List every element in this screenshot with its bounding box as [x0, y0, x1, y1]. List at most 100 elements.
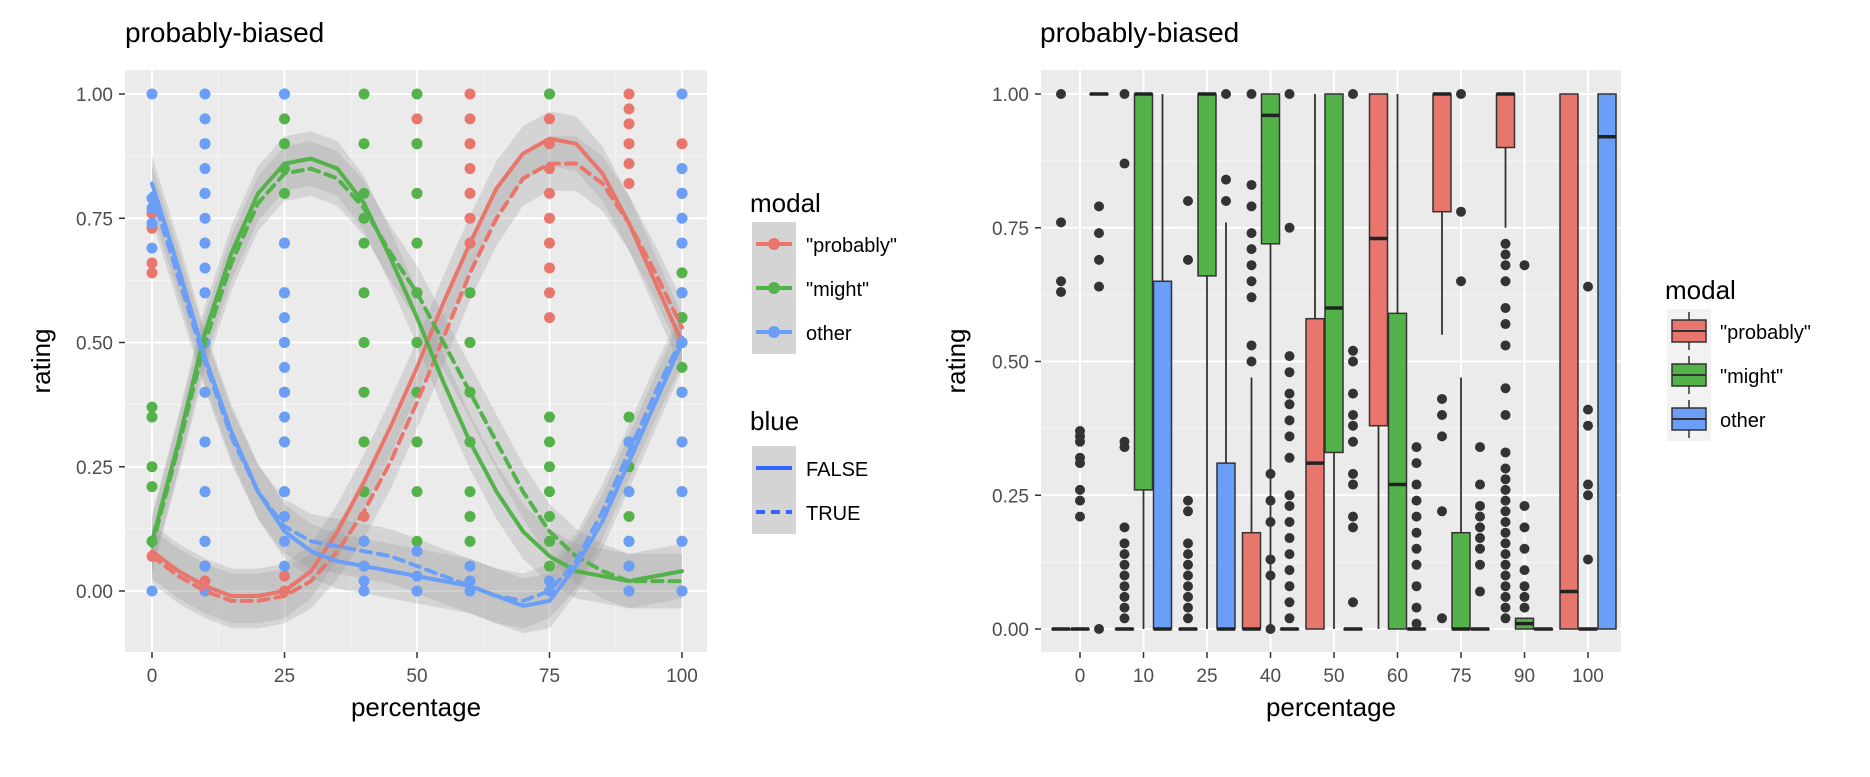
box-other-100: [1597, 93, 1617, 630]
outlier-might-0: [1075, 511, 1085, 522]
outlier-other-40: [1284, 431, 1295, 442]
legend-label-other: other: [1720, 410, 1766, 432]
outlier-probably-25: [1183, 581, 1193, 592]
outlier-might-100: [1583, 490, 1593, 501]
chart-1-legends: modal "probably" "might" other blue FALSE T…: [750, 188, 897, 534]
outlier-other-0: [1094, 254, 1104, 265]
outlier-probably-40: [1246, 179, 1257, 190]
point-other: [623, 560, 635, 572]
outlier-might-0: [1075, 452, 1085, 463]
point-might: [464, 486, 476, 498]
y-tick-label: 0.75: [76, 209, 113, 230]
point-other: [146, 202, 158, 214]
outlier-might-100: [1583, 420, 1593, 431]
outlier-might-0: [1075, 495, 1085, 506]
point-other: [676, 187, 688, 199]
outlier-probably-25: [1183, 549, 1193, 560]
point-other: [279, 88, 290, 100]
point-might: [544, 560, 555, 572]
outlier-probably-90: [1500, 549, 1511, 560]
point-other: [146, 242, 158, 254]
point-might: [146, 461, 158, 473]
outlier-might-90: [1519, 602, 1530, 613]
point-other: [279, 337, 290, 348]
point-other: [623, 535, 635, 547]
outlier-probably-90: [1500, 517, 1511, 527]
point-probably: [544, 187, 555, 199]
outlier-other-60: [1411, 618, 1422, 629]
outlier-might-100: [1583, 554, 1593, 565]
x-tick-label: 100: [666, 666, 698, 687]
outlier-probably-0: [1056, 286, 1066, 297]
point-probably: [544, 163, 555, 175]
outlier-probably-90: [1500, 319, 1511, 330]
chart-2-ylabel: rating: [941, 328, 971, 393]
box-other-25: [1216, 462, 1236, 630]
x-tick-label: 0: [147, 666, 158, 687]
point-might: [358, 386, 370, 398]
outlier-might-90: [1519, 581, 1530, 592]
outlier-probably-75: [1437, 506, 1447, 517]
point-other: [358, 585, 370, 597]
outlier-probably-90: [1500, 527, 1511, 538]
point-other: [544, 575, 555, 587]
boxplot-chart: probably-biased 0 10 25 40 50 60 75 90 100 0.00 0.…: [941, 17, 1811, 722]
point-other: [676, 163, 688, 175]
outlier-might-40: [1265, 570, 1276, 581]
point-other: [199, 486, 211, 498]
outlier-other-40: [1284, 351, 1295, 362]
outlier-other-60: [1411, 527, 1422, 538]
outlier-probably-10: [1119, 613, 1130, 624]
outlier-other-40: [1284, 549, 1295, 560]
y-tick-label: 0.50: [992, 353, 1029, 374]
point-might: [464, 535, 476, 547]
point-might: [358, 187, 370, 199]
smooth-line-might-false: [150, 156, 684, 584]
point-probably: [146, 267, 158, 279]
y-tick-label: 0.00: [76, 582, 113, 603]
point-might: [411, 237, 423, 249]
outlier-probably-10: [1119, 559, 1130, 570]
outlier-might-100: [1583, 404, 1593, 415]
point-other: [279, 486, 290, 498]
outlier-probably-90: [1500, 447, 1511, 458]
outlier-probably-40: [1246, 340, 1257, 351]
outlier-probably-40: [1246, 356, 1257, 367]
x-tick-label: 25: [1196, 666, 1217, 687]
point-might: [358, 88, 370, 100]
point-might: [623, 510, 635, 522]
x-tick-label: 100: [1572, 666, 1604, 687]
point-might: [676, 361, 688, 373]
smooth-line-probably-true: [150, 161, 684, 603]
point-other: [199, 386, 211, 398]
point-probably: [411, 113, 423, 125]
outlier-might-90: [1519, 500, 1530, 511]
point-might: [544, 510, 555, 522]
x-tick-label: 75: [539, 666, 560, 687]
point-probably: [544, 237, 555, 249]
chart-1-xlabel: percentage: [351, 692, 481, 722]
point-other: [199, 163, 211, 175]
point-other: [199, 237, 211, 249]
legend-label-other: other: [806, 323, 852, 345]
point-probably: [544, 287, 555, 299]
x-tick-label: 90: [1514, 666, 1535, 687]
outlier-other-40: [1284, 565, 1295, 576]
outlier-probably-90: [1500, 260, 1511, 271]
chart-2-axes: 0 10 25 40 50 60 75 90 100 0.00 0.25 0.50 0.75 1.00: [992, 85, 1604, 687]
outlier-other-0: [1094, 281, 1104, 292]
point-probably: [464, 113, 476, 125]
point-probably: [623, 88, 635, 100]
outlier-might-40: [1265, 517, 1276, 527]
point-might: [676, 267, 688, 279]
point-other: [146, 585, 158, 597]
point-probably: [464, 138, 476, 150]
outlier-other-60: [1411, 495, 1422, 506]
point-other: [279, 436, 290, 448]
outlier-might-75: [1456, 89, 1466, 99]
point-other: [146, 88, 158, 100]
outlier-other-60: [1411, 543, 1422, 554]
outlier-probably-40: [1246, 89, 1257, 99]
